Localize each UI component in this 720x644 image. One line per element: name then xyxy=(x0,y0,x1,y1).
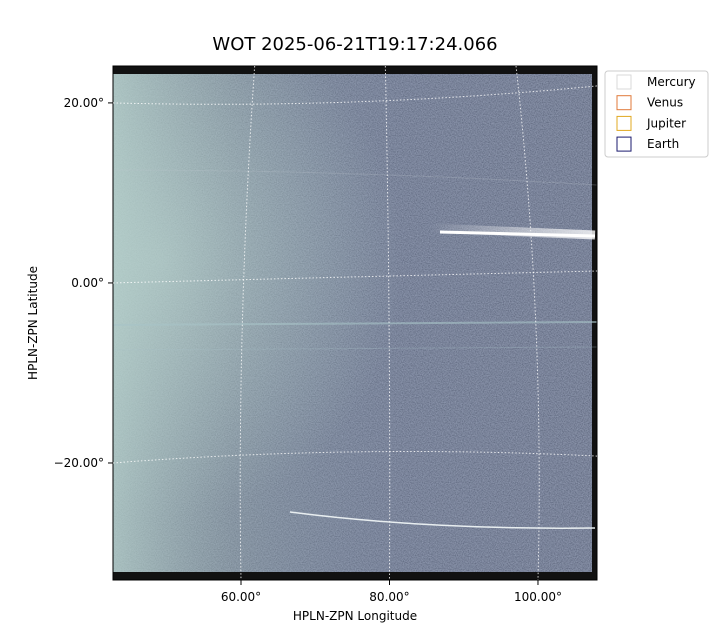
x-tick-label: 80.00° xyxy=(369,590,409,604)
legend-swatch xyxy=(616,74,632,90)
image xyxy=(113,66,597,580)
y-tick-label: 20.00° xyxy=(64,96,104,110)
x-tick-label: 100.00° xyxy=(514,590,562,604)
grid-line xyxy=(112,85,598,105)
grid-line xyxy=(515,65,540,581)
grid-line xyxy=(384,65,391,581)
grid-line xyxy=(239,65,256,581)
axes-frame xyxy=(112,65,598,581)
y-axis-label: HPLN-ZPN Latitude xyxy=(26,266,40,380)
y-tick-label: 0.00° xyxy=(71,276,104,290)
legend-label: Earth xyxy=(647,137,679,151)
y-tick-label: −20.00° xyxy=(54,456,104,470)
legend: Mercury Venus Jupiter Earth xyxy=(604,70,709,158)
legend-box xyxy=(604,70,709,158)
x-axis-label: HPLN-ZPN Longitude xyxy=(293,609,417,623)
legend-swatch xyxy=(616,115,632,131)
legend-swatch xyxy=(616,95,632,111)
legend-swatch xyxy=(616,136,632,152)
legend-label: Jupiter xyxy=(646,116,686,130)
grid-line xyxy=(112,450,598,464)
chart-title: WOT 2025-06-21T19:17:24.066 xyxy=(212,34,497,55)
grid-line xyxy=(112,270,598,284)
legend-label: Venus xyxy=(647,96,683,110)
legend-label: Mercury xyxy=(647,75,696,89)
x-tick-label: 60.00° xyxy=(221,590,261,604)
